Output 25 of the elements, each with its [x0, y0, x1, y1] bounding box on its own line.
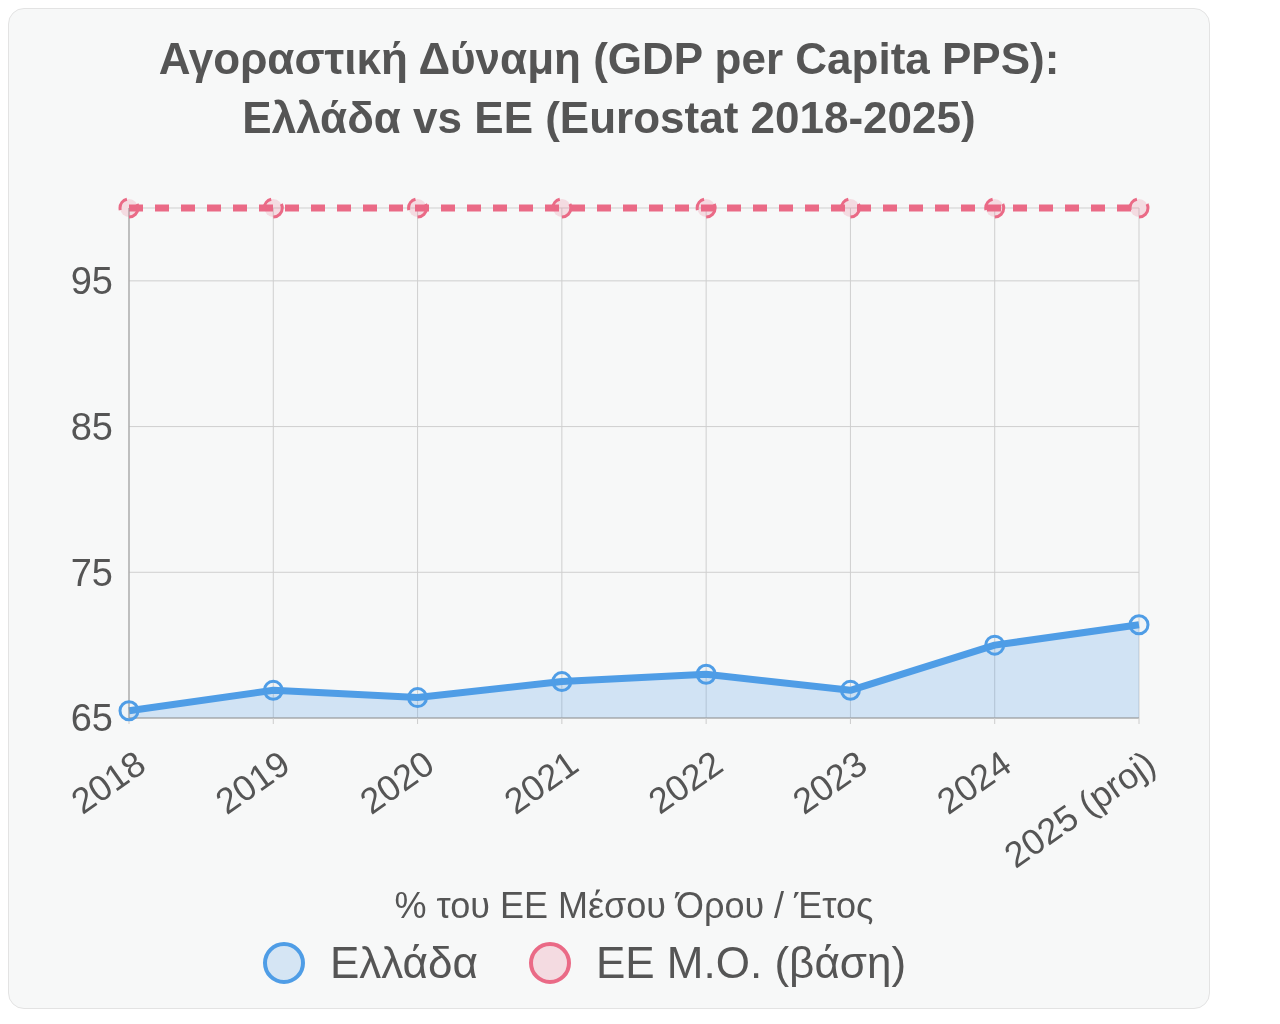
point: [695, 663, 717, 685]
chart-title: Αγοραστική Δύναμη (GDP per Capita PPS): Ελλάδα vs ΕΕ (Eurostat 2018-2025): [157, 33, 1061, 145]
point: [1128, 614, 1150, 636]
point: [262, 679, 284, 701]
y-tick-label: 75: [70, 551, 113, 594]
point: [262, 197, 284, 219]
point: [695, 197, 717, 219]
point: [1128, 197, 1150, 219]
point: [551, 670, 573, 692]
point: [839, 679, 861, 701]
x-tick-label: 2021: [496, 742, 586, 822]
legend-label: ΕΕ Μ.Ο. (βάση): [595, 937, 907, 988]
y-tick-label: 85: [70, 405, 113, 448]
x-axis-title: % του ΕΕ Μέσου Όρου / Έτος: [394, 884, 874, 926]
point: [407, 197, 429, 219]
legend-label: Ελλάδα: [329, 937, 478, 988]
point: [984, 197, 1006, 219]
point: [407, 686, 429, 708]
point: [118, 197, 140, 219]
point: [984, 634, 1006, 656]
point: [839, 197, 861, 219]
y-tick-label: 95: [70, 260, 113, 303]
point: [551, 197, 573, 219]
y-tick-label: 65: [70, 697, 113, 740]
point: [118, 700, 140, 721]
